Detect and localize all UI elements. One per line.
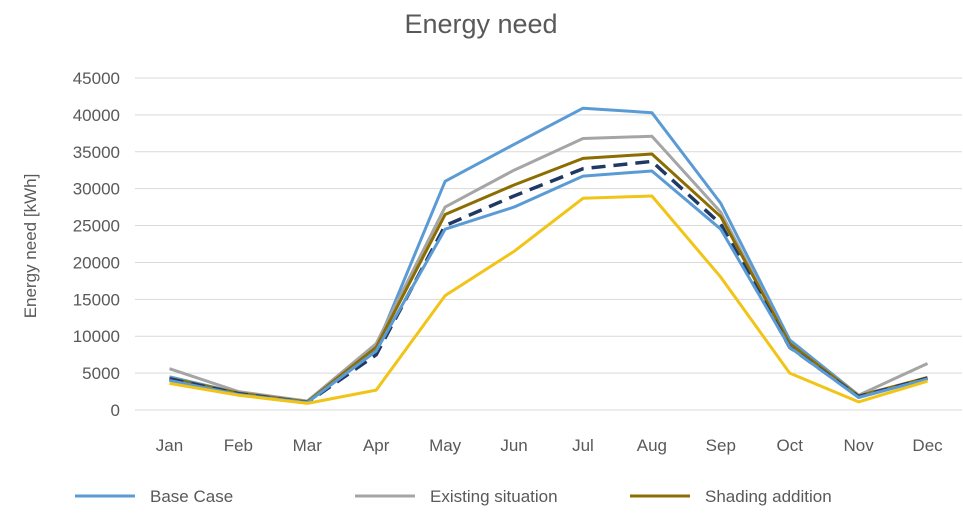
x-tick-label: Jan — [156, 436, 183, 455]
y-tick-label: 35000 — [73, 143, 120, 162]
y-tick-label: 40000 — [73, 106, 120, 125]
x-tick-label: May — [429, 436, 462, 455]
x-tick-label: Dec — [912, 436, 943, 455]
x-tick-label: Nov — [844, 436, 875, 455]
y-tick-label: 25000 — [73, 217, 120, 236]
x-tick-label: Apr — [363, 436, 390, 455]
legend-label: Shading addition — [705, 487, 832, 506]
y-tick-label: 5000 — [82, 364, 120, 383]
x-tick-label: Jun — [500, 436, 527, 455]
y-axis-ticks: 0 5000 10000 15000 20000 25000 30000 35000 40000… — [73, 69, 120, 420]
series-line-5 — [169, 194, 928, 405]
x-tick-label: Oct — [776, 436, 803, 455]
chart-title: Energy need — [404, 9, 557, 39]
x-tick-label: Aug — [637, 436, 667, 455]
x-tick-label: Mar — [293, 436, 323, 455]
series-line-4 — [169, 169, 928, 405]
y-tick-label: 20000 — [73, 253, 120, 272]
y-tick-label: 15000 — [73, 290, 120, 309]
y-tick-label: 0 — [111, 401, 120, 420]
legend-label: Base Case — [150, 487, 233, 506]
x-tick-label: Sep — [706, 436, 736, 455]
y-axis-label: Energy need [kWh] — [21, 174, 40, 319]
legend-label: Existing situation — [430, 487, 558, 506]
y-tick-label: 10000 — [73, 327, 120, 346]
y-tick-label: 45000 — [73, 69, 120, 88]
x-axis-ticks: Jan Feb Mar Apr May Jun Jul Aug Sep Oct Nov Dec — [156, 436, 943, 455]
x-tick-label: Jul — [572, 436, 594, 455]
legend: Base Case Existing situation Shading addit… — [75, 487, 832, 506]
y-tick-label: 30000 — [73, 180, 120, 199]
series-lines — [169, 106, 929, 405]
x-tick-label: Feb — [224, 436, 253, 455]
